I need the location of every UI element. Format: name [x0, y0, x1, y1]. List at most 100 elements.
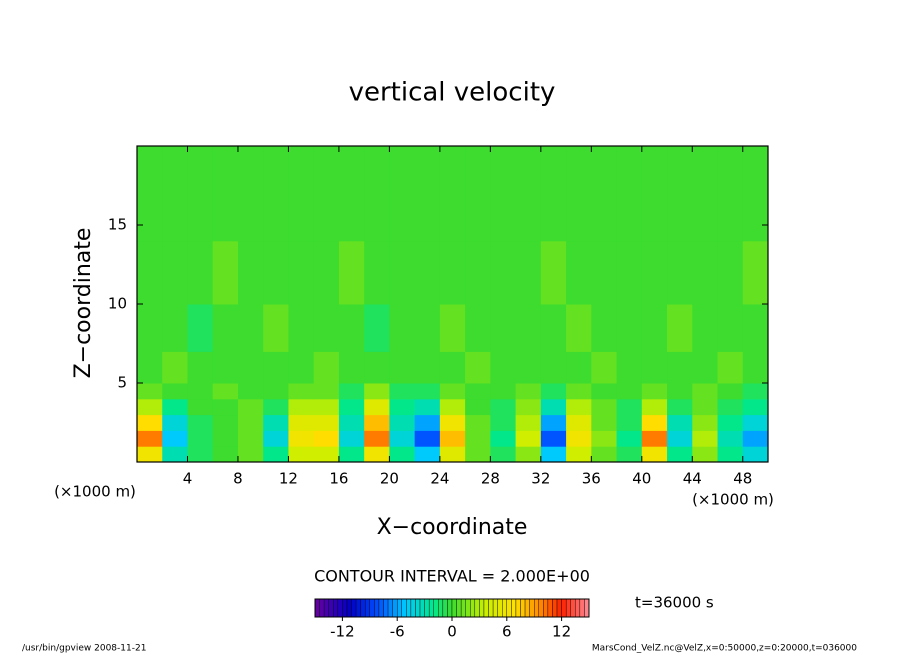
x-tick-label: 44	[683, 470, 702, 488]
colorbar-segment	[424, 598, 430, 618]
x-tick-label: 28	[481, 470, 500, 488]
colorbar-segment	[337, 598, 343, 618]
cell	[162, 146, 188, 242]
cell	[540, 146, 567, 242]
colorbar-segment	[534, 598, 539, 618]
cell	[137, 430, 163, 447]
x-unit-label: (×1000 m)	[54, 483, 136, 501]
cell	[641, 146, 668, 242]
cell	[263, 304, 289, 352]
colorbar-tick-label: -12	[330, 623, 355, 641]
cell	[212, 430, 239, 447]
colorbar-segment	[570, 598, 576, 618]
cell	[515, 240, 542, 305]
x-tick-label: 8	[233, 470, 243, 488]
cell	[439, 146, 466, 242]
cell	[742, 351, 769, 384]
cell	[439, 383, 466, 400]
cell	[566, 430, 592, 447]
colorbar-segment	[497, 598, 503, 618]
cell	[212, 146, 239, 242]
cell	[439, 430, 466, 447]
cell	[389, 304, 416, 352]
colorbar-segment	[474, 598, 480, 618]
cell	[591, 351, 618, 384]
colorbar-segment	[442, 598, 448, 618]
cell	[237, 240, 264, 305]
cell	[641, 430, 668, 447]
cell	[465, 383, 491, 400]
cell	[566, 383, 592, 400]
cell	[187, 351, 214, 384]
x-tick-label: 40	[632, 470, 651, 488]
cell	[742, 414, 769, 431]
colorbar-segment	[561, 598, 567, 618]
cell	[742, 383, 769, 400]
colorbar-segment	[369, 598, 375, 618]
cell	[490, 304, 517, 352]
x-tick-label: 4	[183, 470, 193, 488]
cell	[490, 146, 517, 242]
cell	[591, 430, 618, 447]
cell	[692, 351, 719, 384]
cell	[540, 351, 567, 384]
cell	[439, 414, 466, 431]
cell	[237, 304, 264, 352]
cell	[187, 414, 214, 431]
colorbar-segment	[543, 598, 549, 618]
cell	[364, 430, 390, 447]
cell	[742, 446, 769, 463]
x-tick-label: 12	[279, 470, 298, 488]
cell	[591, 383, 618, 400]
cell	[566, 414, 592, 431]
cell	[616, 304, 643, 352]
cell	[465, 240, 491, 305]
time-label: t=36000 s	[635, 594, 714, 612]
footer-right: MarsCond_VelZ.nc@VelZ,x=0:50000,z=0:2000…	[592, 644, 857, 654]
colorbar-segment	[378, 598, 384, 618]
cell	[288, 240, 315, 305]
colorbar-segment	[428, 598, 434, 618]
cell	[137, 398, 163, 416]
colorbar-segment	[319, 598, 325, 618]
cell	[490, 240, 517, 305]
colorbar-segment	[419, 598, 425, 618]
cell	[641, 304, 668, 352]
cell	[641, 351, 668, 384]
cell	[465, 146, 491, 242]
cell	[162, 446, 188, 463]
cell	[313, 304, 340, 352]
cell	[313, 146, 340, 242]
cell	[338, 446, 365, 463]
cell	[237, 414, 264, 431]
cell	[717, 383, 744, 400]
cell	[566, 446, 592, 463]
cell	[137, 351, 163, 384]
cell	[717, 414, 744, 431]
cell	[389, 430, 416, 447]
cell	[414, 240, 441, 305]
cell	[490, 383, 517, 400]
colorbar-segment	[483, 598, 489, 618]
cell	[263, 146, 289, 242]
colorbar-segment	[415, 598, 421, 618]
colorbar-tick-label: 6	[502, 623, 512, 641]
cell	[237, 398, 264, 416]
cell	[667, 304, 693, 352]
colorbar-segment	[575, 598, 581, 618]
x-unit-label: (×1000 m)	[692, 491, 774, 509]
cell	[566, 351, 592, 384]
cell	[515, 446, 542, 463]
y-axis-label: Z−coordinate	[71, 228, 96, 379]
cell	[667, 414, 693, 431]
cell	[414, 446, 441, 463]
cell	[667, 430, 693, 447]
cell	[692, 240, 719, 305]
cell	[137, 240, 163, 305]
x-tick-label: 48	[733, 470, 752, 488]
cell	[364, 146, 390, 242]
cell	[313, 446, 340, 463]
cell	[212, 414, 239, 431]
cell	[288, 414, 315, 431]
cell	[692, 398, 719, 416]
